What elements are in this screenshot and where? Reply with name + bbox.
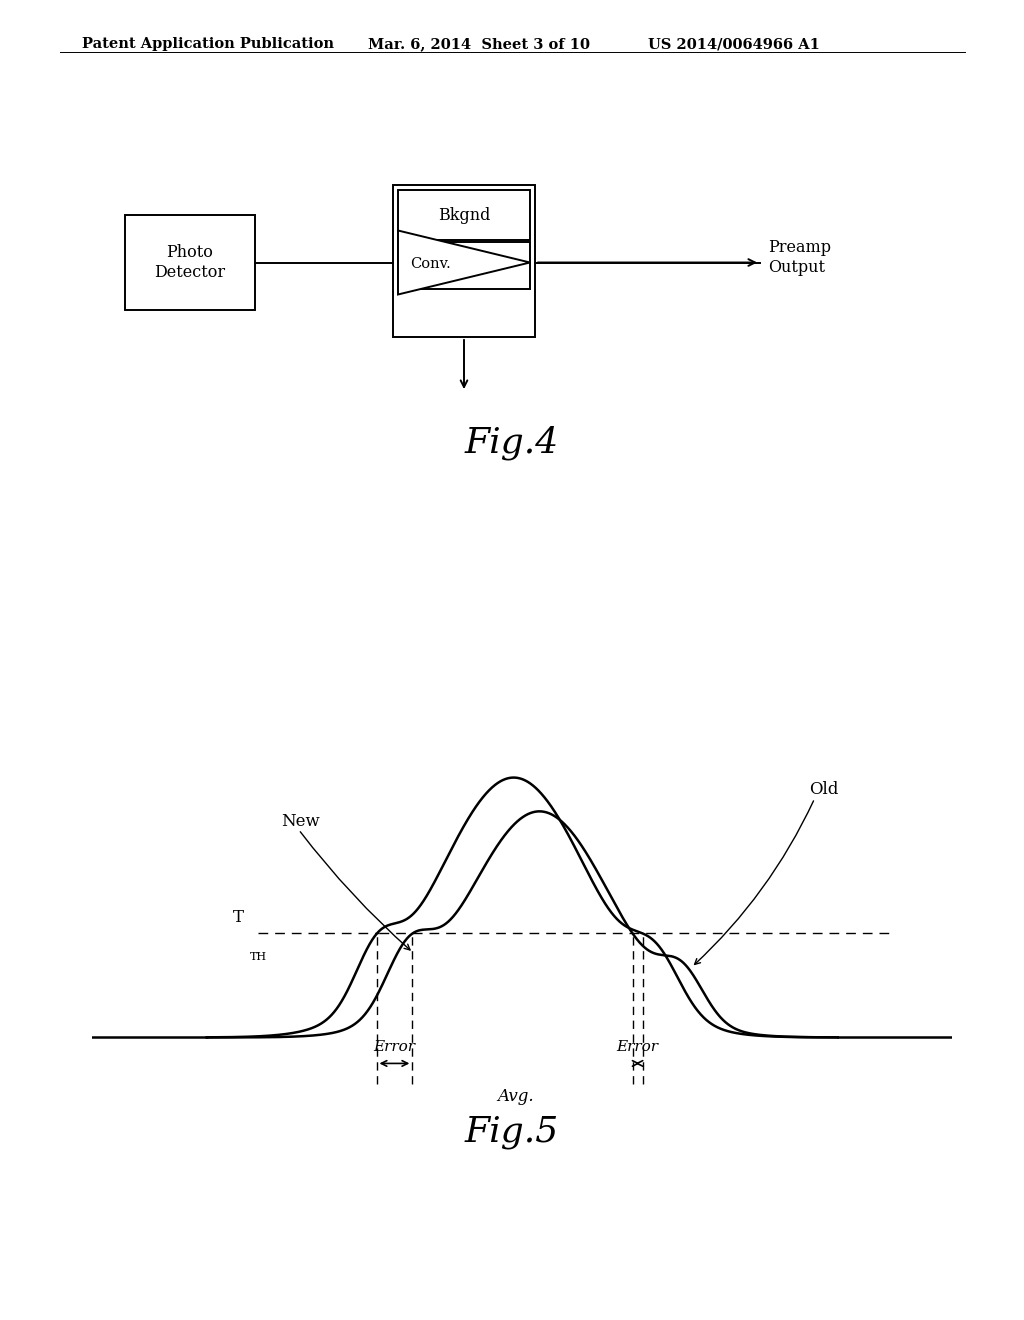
Text: Error: Error xyxy=(616,1040,658,1055)
Text: Patent Application Publication: Patent Application Publication xyxy=(82,37,334,51)
Text: Fig.4: Fig.4 xyxy=(465,425,559,459)
Text: Fig.5: Fig.5 xyxy=(465,1115,559,1148)
Text: R: R xyxy=(454,255,467,272)
Text: T: T xyxy=(233,908,244,925)
Bar xyxy=(125,215,255,310)
Text: Bkgnd: Bkgnd xyxy=(438,206,490,223)
Text: Mar. 6, 2014  Sheet 3 of 10: Mar. 6, 2014 Sheet 3 of 10 xyxy=(368,37,590,51)
Bar xyxy=(398,242,530,289)
Bar xyxy=(398,190,530,240)
Text: G: G xyxy=(468,263,478,276)
Text: Conv.: Conv. xyxy=(410,256,451,271)
Text: Preamp
Output: Preamp Output xyxy=(768,239,831,276)
Text: US 2014/0064966 A1: US 2014/0064966 A1 xyxy=(648,37,820,51)
Text: New: New xyxy=(282,813,321,829)
Text: Photo
Detector: Photo Detector xyxy=(155,244,225,281)
Text: Error: Error xyxy=(374,1040,416,1055)
Polygon shape xyxy=(398,231,530,294)
Text: TH: TH xyxy=(250,952,267,962)
Text: Avg.: Avg. xyxy=(498,1088,535,1105)
Text: Old: Old xyxy=(809,781,839,799)
Bar xyxy=(393,185,535,337)
